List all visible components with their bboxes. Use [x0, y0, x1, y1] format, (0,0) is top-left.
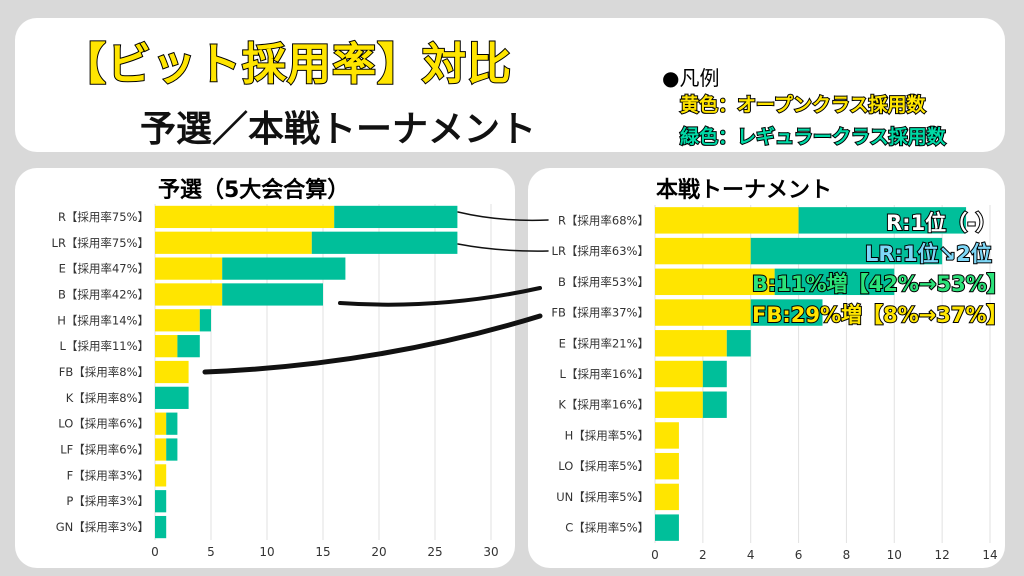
tournament-category-label: UN【採用率5%】	[556, 490, 649, 504]
tournament-category-label: E【採用率21%】	[559, 336, 649, 350]
qualifier-category-label: F【採用率3%】	[67, 468, 149, 482]
qualifier-category-label: FB【採用率8%】	[59, 365, 149, 379]
tournament-bar-open	[655, 452, 679, 480]
legend-regular: 緑色：レギュラークラス採用数	[679, 125, 947, 149]
qualifier-category-label: LR【採用率75%】	[52, 236, 149, 250]
qualifier-bar-regular	[155, 490, 167, 513]
qualifier-bar-regular	[166, 412, 178, 435]
qualifier-category-label: LO【採用率6%】	[58, 417, 149, 431]
qualifier-xtick: 20	[371, 545, 386, 559]
qualifier-bar-regular	[222, 257, 346, 280]
qualifier-xtick: 15	[315, 545, 330, 559]
legend-heading: ●凡例	[662, 66, 720, 90]
legend-open: 黄色：オープンクラス採用数	[679, 93, 926, 117]
tournament-category-label: B【採用率53%】	[558, 275, 649, 289]
qualifier-xtick: 0	[151, 545, 159, 559]
qualifier-bar-open	[155, 257, 223, 280]
qualifier-bar-open	[155, 205, 335, 229]
tournament-xtick: 10	[887, 548, 902, 562]
qualifier-bar-open	[155, 360, 189, 384]
qualifier-bar-open	[155, 335, 178, 358]
qualifier-category-label: P【採用率3%】	[66, 494, 149, 508]
tournament-xtick: 8	[843, 548, 851, 562]
connector-line	[202, 313, 543, 375]
tournament-xtick: 14	[982, 548, 997, 562]
qualifier-bar-open	[155, 438, 167, 461]
tournament-bar-regular	[798, 207, 967, 234]
qualifier-bar-regular	[199, 309, 211, 332]
annotation-b: B:11%増【42%→53%】	[751, 271, 1009, 297]
tournament-bar-regular	[750, 299, 823, 326]
qualifier-bar-regular	[222, 283, 323, 306]
annotation-r: R:1位（-）	[885, 210, 998, 236]
qualifier-category-label: H【採用率14%】	[57, 313, 149, 327]
tournament-xtick: 0	[651, 548, 659, 562]
tournament-bar-open	[655, 268, 775, 296]
tournament-bar-regular	[726, 330, 751, 357]
qualifier-category-label: GN【採用率3%】	[56, 520, 149, 534]
tournament-bar-regular	[702, 360, 727, 388]
qualifier-category-label: K【採用率8%】	[66, 391, 149, 405]
qualifier-bar-open	[155, 309, 200, 332]
qualifier-bar-open	[155, 283, 223, 306]
tournament-xtick: 2	[699, 548, 707, 562]
connector-line	[457, 211, 549, 222]
tournament-category-label: H【採用率5%】	[565, 428, 649, 442]
qualifier-category-label: L【採用率11%】	[60, 339, 149, 353]
qualifier-bar-open	[155, 412, 167, 435]
tournament-category-label: C【採用率5%】	[565, 521, 649, 535]
annotation-lr: LR:1位↘2位	[864, 241, 993, 267]
tournament-bar-open	[655, 391, 703, 418]
qualifier-bar-regular	[334, 205, 458, 229]
qualifier-xtick: 10	[259, 545, 274, 559]
tournament-panel	[528, 168, 1005, 568]
qualifier-bar-open	[155, 231, 312, 254]
tournament-bar-open	[655, 207, 799, 234]
qualifier-category-label: B【採用率42%】	[58, 287, 149, 301]
tournament-bar-open	[655, 299, 751, 326]
tournament-xtick: 12	[935, 548, 950, 562]
qualifier-category-label: R【採用率75%】	[58, 210, 149, 224]
tournament-bar-open	[655, 422, 679, 449]
qualifier-title: 予選（5大会合算）	[158, 178, 350, 203]
tournament-bar-open	[655, 237, 751, 265]
qualifier-xtick: 5	[207, 545, 215, 559]
tournament-xtick: 4	[747, 548, 755, 562]
qualifier-category-label: LF【採用率6%】	[60, 443, 149, 457]
tournament-bar-regular	[774, 268, 895, 296]
tournament-xtick: 6	[795, 548, 803, 562]
qualifier-bar-regular	[166, 438, 178, 461]
tournament-category-label: FB【採用率37%】	[551, 306, 649, 320]
qualifier-xtick: 30	[483, 545, 498, 559]
qualifier-bar-regular	[177, 335, 200, 358]
tournament-bar-regular	[750, 237, 943, 265]
tournament-title: 本戦トーナメント	[656, 178, 833, 203]
qualifier-bar-regular	[155, 386, 189, 409]
tournament-bar-open	[655, 360, 703, 388]
tournament-category-label: LO【採用率5%】	[558, 459, 649, 473]
tournament-bar-open	[655, 330, 727, 357]
tournament-category-label: LR【採用率63%】	[552, 244, 649, 258]
tournament-category-label: L【採用率16%】	[560, 367, 649, 381]
tournament-category-label: R【採用率68%】	[558, 213, 649, 227]
qualifier-bar-open	[155, 464, 167, 487]
qualifier-bar-regular	[311, 231, 458, 254]
qualifier-bar-regular	[155, 515, 167, 539]
annotation-fb: FB:29%増【8%→37%】	[751, 302, 1009, 328]
connector-line	[457, 243, 549, 252]
connector-line	[338, 286, 542, 307]
subtitle: 予選／本戦トーナメント	[140, 109, 537, 150]
qualifier-xtick: 25	[427, 545, 442, 559]
tournament-category-label: K【採用率16%】	[558, 398, 649, 412]
header-panel	[15, 18, 1005, 152]
tournament-bar-open	[655, 483, 679, 511]
main-title: 【ビット採用率】対比	[61, 38, 512, 91]
qualifier-category-label: E【採用率47%】	[59, 262, 149, 276]
tournament-bar-regular	[702, 391, 727, 418]
tournament-bar-regular	[655, 514, 679, 541]
